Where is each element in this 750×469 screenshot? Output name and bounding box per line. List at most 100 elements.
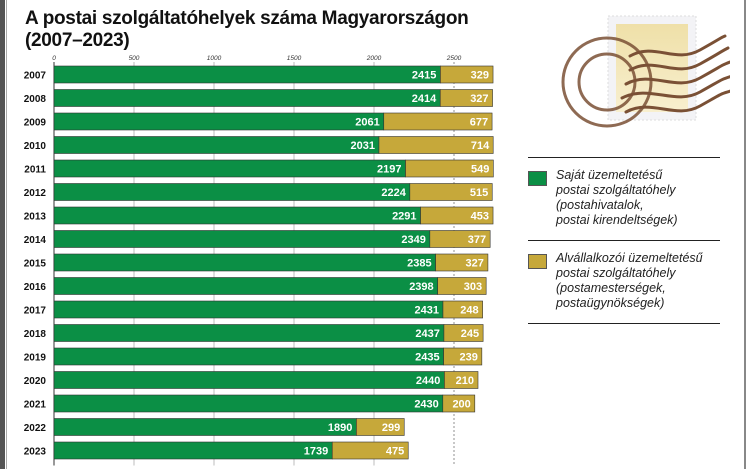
title-line-2: (2007–2023) (25, 30, 130, 51)
bar-own (53, 112, 385, 131)
value-label-own: 2031 (350, 140, 374, 152)
legend-divider (528, 157, 720, 158)
value-label-own: 2415 (412, 70, 436, 82)
value-label-subcontractor: 327 (470, 93, 488, 105)
bar-subcontractor (440, 65, 494, 84)
bar-subcontractor (409, 183, 493, 201)
value-label-subcontractor: 453 (471, 211, 489, 223)
bar-own (53, 277, 438, 295)
value-label-subcontractor: 248 (460, 305, 478, 317)
value-label-subcontractor: 475 (386, 446, 404, 458)
value-label-own: 2224 (381, 187, 406, 199)
frame-border-left-inner (6, 0, 7, 469)
legend-text: postai kirendeltségek) (556, 213, 678, 227)
value-label-own: 2440 (416, 375, 440, 387)
bar-own (53, 136, 380, 154)
legend-item-own: Saját üzemeltetésű postai szolgáltatóhel… (528, 158, 720, 240)
bar-subcontractor (439, 89, 493, 107)
postage-stamp-icon (561, 15, 730, 128)
bar-own (53, 89, 441, 107)
year-label: 2013 (24, 212, 47, 223)
x-tick-label: 2500 (446, 55, 462, 62)
bar-own (53, 394, 444, 413)
bar-subcontractor (331, 441, 409, 460)
value-label-subcontractor: 299 (382, 422, 400, 434)
value-label-subcontractor: 714 (471, 140, 490, 152)
year-label: 2019 (24, 353, 47, 364)
legend-item-subcontractor: Alvállalkozói üzemeltetésű postai szolgá… (528, 241, 720, 323)
value-label-subcontractor: 377 (468, 234, 486, 246)
value-label-subcontractor: 327 (466, 258, 484, 270)
year-label: 2014 (24, 235, 47, 246)
year-label: 2008 (24, 94, 47, 105)
x-tick-label: 2000 (366, 55, 382, 62)
x-tick-label: 1000 (207, 55, 222, 62)
value-label-subcontractor: 239 (459, 352, 477, 364)
x-tick-label: 500 (129, 55, 140, 62)
year-label: 2021 (24, 400, 47, 411)
chart-title: A postai szolgáltatóhelyek száma Magyaro… (25, 8, 469, 52)
value-label-own: 2435 (415, 352, 439, 364)
legend-text: postaügynökségek) (556, 296, 665, 310)
legend-text: (postahivatalok, (556, 198, 644, 212)
bar-own (53, 300, 444, 319)
bar-subcontractor (356, 418, 405, 436)
value-label-own: 1890 (328, 422, 352, 434)
value-label-own: 2437 (415, 328, 439, 340)
bar-subcontractor (383, 112, 493, 131)
bar-subcontractor (429, 230, 491, 248)
legend-text: Saját üzemeltetésű (556, 168, 663, 182)
bar-own (53, 65, 441, 84)
year-label: 2015 (24, 259, 47, 270)
bar-subcontractor (443, 347, 483, 366)
value-label-own: 2061 (355, 117, 379, 129)
bar-subcontractor (405, 159, 494, 178)
legend-swatch-gold (528, 254, 547, 269)
bar-subcontractor (378, 136, 494, 154)
year-label: 2010 (24, 141, 47, 152)
bar-own (53, 371, 445, 389)
year-label: 2022 (24, 423, 47, 434)
legend-text: (postamesterségek, (556, 281, 666, 295)
value-label-own: 2385 (407, 258, 431, 270)
value-label-subcontractor: 677 (470, 117, 488, 129)
bar-own (53, 324, 445, 342)
value-label-own: 1739 (304, 446, 328, 458)
bar-own (53, 418, 357, 436)
bar-own (53, 347, 444, 366)
frame-border-right (744, 0, 746, 469)
value-label-subcontractor: 515 (470, 187, 488, 199)
year-label: 2016 (24, 282, 47, 293)
bar-chart: 0 500 1000 1500 2000 2500 2007 2415 329 2008 2414 3… (24, 55, 494, 466)
frame-border-left (0, 0, 5, 469)
year-label: 2011 (24, 165, 46, 176)
x-tick-label: 1500 (287, 55, 302, 62)
value-label-subcontractor: 245 (461, 328, 479, 340)
legend-text: postai szolgáltatóhely (556, 183, 676, 197)
bar-subcontractor (420, 206, 494, 225)
bar-subcontractor (435, 253, 489, 272)
legend: Saját üzemeltetésű postai szolgáltatóhel… (528, 157, 720, 324)
bar-own (53, 183, 411, 201)
bar-subcontractor (442, 300, 483, 319)
value-label-own: 2197 (377, 164, 401, 176)
value-label-own: 2398 (409, 281, 433, 293)
value-label-subcontractor: 210 (456, 375, 474, 387)
value-label-own: 2431 (414, 305, 438, 317)
value-label-subcontractor: 303 (464, 281, 482, 293)
value-label-subcontractor: 329 (471, 70, 489, 82)
bar-own (53, 441, 333, 460)
legend-divider (528, 323, 720, 324)
legend-text: postai szolgáltatóhely (556, 266, 676, 280)
value-label-own: 2430 (414, 399, 438, 411)
bar-own (53, 253, 436, 272)
x-tick-label: 0 (52, 55, 56, 62)
title-line-1: A postai szolgáltatóhelyek száma Magyaro… (25, 8, 469, 29)
value-label-own: 2291 (392, 211, 416, 223)
legend-swatch-green (528, 171, 547, 186)
year-label: 2023 (24, 447, 47, 458)
bar-own (53, 206, 421, 225)
bar-subcontractor (437, 277, 487, 295)
value-label-subcontractor: 200 (452, 399, 470, 411)
legend-divider (528, 240, 720, 241)
